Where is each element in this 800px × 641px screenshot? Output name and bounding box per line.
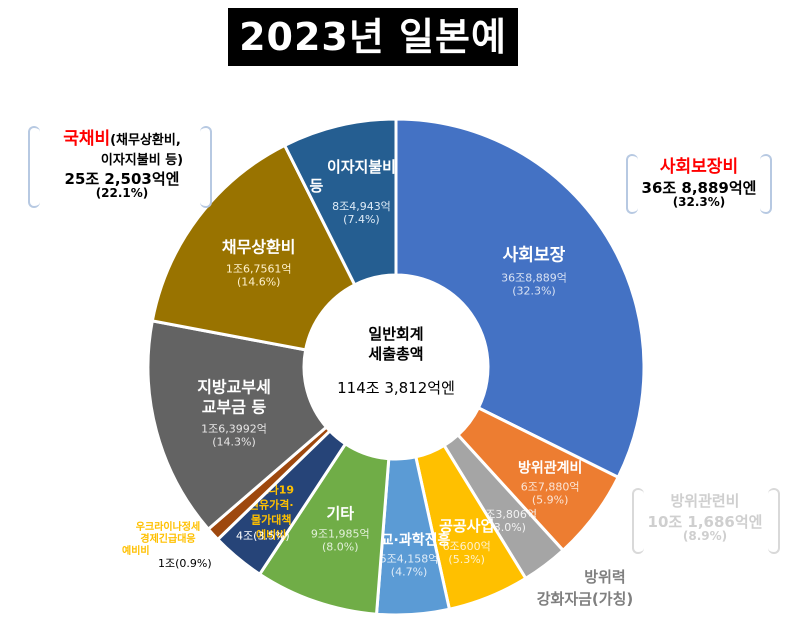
defense-callout-category: 방위관련비 [670,492,740,510]
social-callout-amount: 36조 8,889억엔 [641,179,757,197]
slice-0-label-0: 사회보장 [503,246,566,266]
ukraine-value: 1조(0.9%) [158,557,212,570]
defense-callout-bracket-right [768,488,780,554]
center-label-0: 일반회계 [368,325,423,343]
slice-9-label-1: 1조6,7561억 [226,262,292,275]
slice-4-label-1: 5조4,158억 [380,552,439,565]
slice-5-label-0: 기타 [326,505,354,523]
social-callout: 사회보장비 36조 8,889억엔 (32.3%) [626,152,772,209]
debt-callout-category: 국채비 [63,129,111,149]
slice-10-label-1: 등 [310,177,324,195]
donut-hole [306,277,486,457]
slice-5-label-2: (8.0%) [322,541,359,554]
slice-8-label-1: 교부금 등 [202,398,267,417]
slice-10-label-0: 이자지불비 [327,158,396,176]
ukraine-label-line3: 예비비 [122,546,150,557]
defense-callout-amount: 10조 1,686억엔 [647,513,763,531]
slice-8-label-0: 지방교부세 [197,378,271,397]
defense-callout-pct: (8.9%) [682,529,728,543]
debt-callout-bracket [28,126,40,208]
slice-10-label-2: 8조4,943억 [332,200,391,213]
debt-callout-pct: (22.1%) [95,186,149,200]
defense-fund-label-line1: 방위력 [584,568,626,586]
slice-8-label-2: 1조6,3992억 [201,423,267,436]
slice-3-label-1: 6조600억 [443,540,491,553]
slice-8 [146,319,329,532]
social-callout-bracket [626,154,638,214]
slice-6-label-2: 물가대책 [251,513,291,527]
slice-6-value: 4조(3.5%) [236,530,290,543]
debt-callout-sub2: 이자지불비 등) [100,153,184,168]
debt-callout-amount: 25조 2,503억엔 [64,170,180,188]
slice-10-label-3: (7.4%) [343,213,380,226]
slice-4-label-2: (4.7%) [391,565,428,578]
slice-1-label-0: 방위관계비 [518,459,582,476]
social-callout-pct: (32.3%) [672,195,726,209]
slice-6-label-3: 예비비 [256,528,286,542]
slice-5-label-1: 9조1,985억 [311,528,370,541]
slice-9-label-2: (14.6%) [237,275,281,288]
slice-3-label-0: 공공사업 [439,517,494,535]
slice-2-label-0: 3조3,806억 [478,508,537,521]
debt-callout-sub1: (채무상환비, [110,133,181,148]
slice-0-label-1: 36조8,889억 [501,272,567,285]
debt-callout-bracket-right [200,126,212,208]
slice-4-label-0: 문교·과학진흥 [368,531,451,548]
center-label-1: 세출총액 [368,345,423,363]
defense-fund-label-line2: 강화자금(가칭) [536,590,634,608]
ukraine-label-line2: 경제긴급대응 [140,534,196,545]
debt-callout: 국채비(채무상환비, 이자지불비 등) 25조 2,503억엔 (22.1%) [32,124,212,200]
defense-callout: 방위관련비 10조 1,686억엔 (8.9%) [630,490,780,543]
slice-10 [282,117,398,287]
defense-fund-label: 방위력 강화자금(가칭) [520,566,650,610]
slice-6-label-1: 원유가격· [249,498,294,512]
chart-title: 2023년 일본예산 [228,8,518,117]
defense-callout-bracket [632,488,644,554]
slice-1-label-1: 6조7,880억 [521,480,580,493]
center-label-2: 114조 3,812억엔 [337,379,455,397]
slice-1-label-2: (5.9%) [532,493,569,506]
ukraine-label-line1: 우크라이나정세 [135,522,201,533]
slice-9-label-0: 채무상환비 [222,237,296,256]
slice-3-label-2: (5.3%) [448,553,485,566]
slice-0 [394,117,646,480]
slice-0-label-2: (32.3%) [512,285,556,298]
ukraine-label: 우크라이나정세 경제긴급대응 예비비 [118,522,218,558]
slice-2-label-1: (3.0%) [489,521,526,534]
social-callout-category: 사회보장비 [659,157,739,177]
slice-9 [150,143,357,352]
slice-8-label-3: (14.3%) [212,436,256,449]
social-callout-bracket-right [760,154,772,214]
